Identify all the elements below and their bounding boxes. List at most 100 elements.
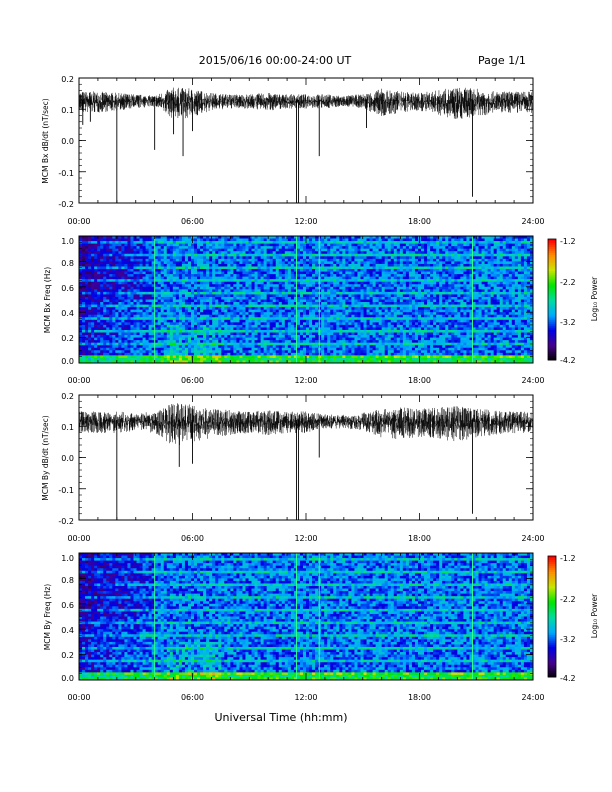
heatmap-cell: [499, 307, 504, 311]
heatmap-cell: [145, 302, 150, 305]
heatmap-cell: [339, 314, 343, 318]
heatmap-cell: [269, 309, 274, 313]
heatmap-cell: [218, 246, 222, 250]
heatmap-cell: [478, 248, 482, 252]
heatmap-cell: [115, 269, 119, 272]
heatmap-cell: [248, 279, 252, 283]
heatmap-cell: [342, 276, 346, 280]
heatmap-cell: [421, 276, 425, 280]
heatmap-cell: [390, 312, 395, 316]
heatmap-cell: [79, 284, 83, 288]
heatmap-cell: [402, 294, 407, 298]
heatmap-cell: [309, 314, 313, 318]
heatmap-cell: [478, 276, 482, 280]
heatmap-cell: [190, 296, 195, 300]
heatmap-cell: [275, 241, 280, 245]
heatmap-cell: [157, 304, 162, 308]
heatmap-cell: [209, 236, 213, 239]
heatmap-cell: [484, 309, 488, 313]
heatmap-cell: [154, 302, 159, 305]
heatmap-cell: [399, 263, 404, 267]
heatmap-cell: [209, 258, 213, 262]
heatmap-cell: [493, 248, 498, 252]
heatmap-cell: [466, 271, 470, 275]
heatmap-cell: [463, 261, 467, 265]
heatmap-cell: [287, 279, 292, 283]
heatmap-cell: [278, 266, 283, 270]
heatmap-cell: [526, 276, 531, 280]
heatmap-cell: [475, 294, 479, 298]
heatmap-cell: [218, 296, 222, 300]
heatmap-cell: [360, 307, 364, 311]
heatmap-cell: [369, 314, 373, 318]
heatmap-cell: [411, 296, 416, 300]
heatmap-cell: [287, 274, 292, 278]
heatmap-cell: [387, 266, 392, 270]
heatmap-cell: [254, 258, 258, 262]
heatmap-cell: [508, 253, 513, 257]
heatmap-cell: [166, 314, 171, 318]
heatmap-cell: [100, 289, 104, 293]
heatmap-cell: [466, 241, 470, 245]
heatmap-cell: [363, 258, 367, 262]
heatmap-cell: [381, 307, 386, 311]
heatmap-cell: [366, 236, 370, 239]
heatmap-cell: [233, 236, 237, 239]
heatmap-cell: [121, 294, 125, 298]
heatmap-cell: [369, 269, 373, 272]
heatmap-cell: [187, 258, 192, 262]
heatmap-cell: [181, 238, 186, 242]
heatmap-cell: [417, 251, 422, 255]
heatmap-cell: [236, 258, 240, 262]
heatmap-cell: [227, 299, 231, 303]
heatmap-cell: [490, 284, 495, 288]
heatmap-cell: [436, 263, 440, 267]
heatmap-cell: [221, 274, 225, 278]
heatmap-cell: [203, 263, 207, 267]
heatmap-cell: [324, 291, 328, 295]
heatmap-cell: [206, 281, 210, 285]
heatmap-cell: [345, 312, 349, 316]
heatmap-cell: [511, 263, 516, 267]
heatmap-cell: [272, 309, 277, 313]
heatmap-cell: [366, 286, 370, 290]
heatmap-cell: [487, 281, 492, 285]
heatmap-cell: [239, 281, 243, 285]
heatmap-cell: [445, 312, 449, 316]
heatmap-cell: [384, 314, 389, 318]
heatmap-cell: [172, 291, 177, 295]
heatmap-cell: [421, 286, 425, 290]
heatmap-cell: [197, 304, 201, 308]
heatmap-cell: [321, 271, 325, 275]
heatmap-cell: [396, 289, 401, 293]
heatmap-cell: [396, 314, 401, 318]
heatmap-cell: [194, 261, 198, 265]
heatmap-cell: [94, 253, 98, 257]
heatmap-cell: [166, 271, 171, 275]
heatmap-cell: [154, 269, 159, 272]
heatmap-cell: [145, 284, 150, 288]
heatmap-cell: [493, 304, 498, 308]
heatmap-cell: [496, 261, 501, 265]
heatmap-cell: [248, 274, 252, 278]
heatmap-cell: [469, 304, 473, 308]
heatmap-cell: [424, 241, 428, 245]
heatmap-cell: [154, 238, 159, 242]
heatmap-cell: [514, 274, 519, 278]
heatmap-cell: [139, 291, 143, 295]
heatmap-cell: [433, 289, 437, 293]
y-tick-labels: 0.2 0.1 0.0 -0.1 -0.2: [58, 75, 74, 209]
heatmap-cell: [293, 271, 298, 275]
heatmap-cell: [309, 243, 313, 247]
heatmap-cell: [445, 261, 449, 265]
heatmap-cell: [227, 317, 231, 321]
heatmap-cell: [236, 314, 240, 318]
heatmap-cell: [384, 248, 389, 252]
heatmap-cell: [175, 284, 180, 288]
heatmap-cell: [424, 312, 428, 316]
heatmap-cell: [511, 261, 516, 265]
heatmap-cell: [190, 263, 195, 267]
heatmap-cell: [508, 281, 513, 285]
heatmap-cell: [463, 253, 467, 257]
heatmap-cell: [342, 284, 346, 288]
